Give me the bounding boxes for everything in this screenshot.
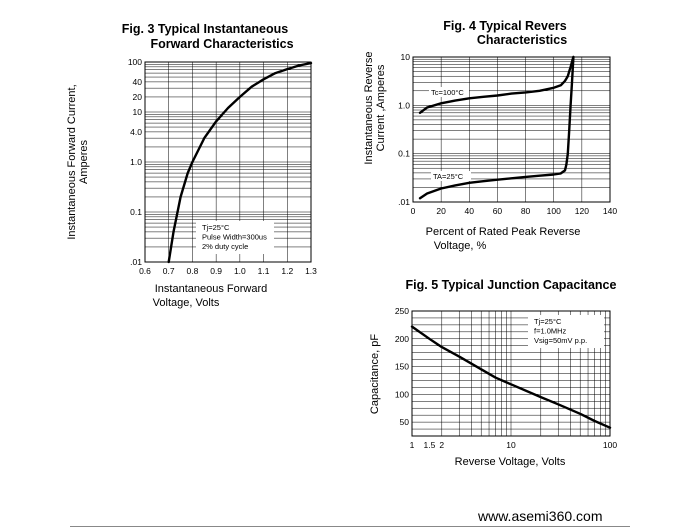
fig4-ytick-label: 10 <box>401 52 411 62</box>
fig4-xtick-label: 120 <box>575 206 589 216</box>
fig3-ylabel-line-2: Amperes <box>78 139 90 184</box>
fig5-ytick-label: 250 <box>395 306 409 316</box>
fig5-annotation-line-1: Tj=25°C <box>534 317 562 326</box>
fig5-ytick-label: 100 <box>395 389 409 399</box>
fig3-xlabel-line-1: Instantaneous Forward <box>155 283 268 295</box>
footer-divider <box>70 526 630 527</box>
fig3-title-line-1: Fig. 3 Typical Instantaneous <box>122 22 289 36</box>
fig4-xtick-label: 80 <box>521 206 531 216</box>
fig3-annotation-line-3: 2% duty cycle <box>202 242 248 251</box>
fig3-ylabel-line-1: Instantaneous Forward Current, <box>66 84 78 239</box>
fig3-series-1-line <box>167 61 313 264</box>
fig4-xtick-label: 20 <box>436 206 446 216</box>
fig3-xtick-label: 0.6 <box>139 266 151 276</box>
fig3-xtick-label: 0.8 <box>187 266 199 276</box>
fig4-xlabel-line-2: Voltage, % <box>434 240 487 252</box>
fig3-xlabel-line-2: Voltage, Volts <box>153 297 220 309</box>
fig5-series-1-line <box>410 325 612 429</box>
fig5-xlabel-line-1: Reverse Voltage, Volts <box>455 456 566 468</box>
fig4-xtick-label: 60 <box>493 206 503 216</box>
fig3-annotation-bg <box>196 221 274 254</box>
fig4-ytick-label: 0.1 <box>398 149 410 159</box>
website-url: www.asemi360.com <box>478 508 603 524</box>
fig4-xlabel-line-1: Percent of Rated Peak Reverse <box>426 226 581 238</box>
fig3-ytick-label: 1.0 <box>130 157 142 167</box>
fig4-ylabel-line-1: Instantaneous Reverse <box>363 51 375 164</box>
fig4-ytick-label: 1.0 <box>398 100 410 110</box>
fig4-series-1-label: Tc=100°C <box>431 88 464 97</box>
fig3-plot-frame <box>144 61 312 263</box>
fig4-series-2-label-bg <box>431 171 471 181</box>
fig4-plot-frame <box>412 56 611 203</box>
fig5-ytick-label: 200 <box>395 334 409 344</box>
fig3-xtick-label: 1.0 <box>234 266 246 276</box>
fig3-ytick-label: 100 <box>128 57 142 67</box>
fig3-xtick-label: 1.1 <box>258 266 270 276</box>
fig5-title-line-1: Fig. 5 Typical Junction Capacitance <box>406 278 617 292</box>
fig3-ytick-label: .01 <box>130 257 142 267</box>
fig3-xtick-label: 1.3 <box>305 266 317 276</box>
fig3-annotation-line-1: Tj=25°C <box>202 223 230 232</box>
fig4-series-1-label-bg <box>429 87 469 97</box>
fig4-series-1-line <box>418 55 575 114</box>
fig5-xtick-label: 1.5 <box>424 440 436 450</box>
fig3-xtick-label: 0.7 <box>163 266 175 276</box>
fig4-series-2-label: TA=25°C <box>433 172 464 181</box>
fig4-title-line-2: Characteristics <box>477 33 567 47</box>
fig5-xtick-label: 1 <box>410 440 415 450</box>
fig5-xtick-label: 2 <box>439 440 444 450</box>
fig5-plot-frame <box>411 310 611 437</box>
fig5-ytick-label: 150 <box>395 362 409 372</box>
fig3-ytick-label: 0.1 <box>130 207 142 217</box>
fig4-ylabel-line-2: Current ,Amperes <box>375 64 387 151</box>
fig3-annotation-line-2: Pulse Width=300us <box>202 233 267 242</box>
fig4-series-2-line <box>418 55 575 200</box>
fig3-ytick-label: 10 <box>133 107 143 117</box>
fig5-xtick-label: 100 <box>603 440 617 450</box>
fig5-annotation-line-2: f=1.0MHz <box>534 327 567 336</box>
fig5-annotation-bg <box>528 315 604 348</box>
fig3-xtick-label: 0.9 <box>210 266 222 276</box>
fig3-xtick-label: 1.2 <box>281 266 293 276</box>
fig4-xtick-label: 100 <box>547 206 561 216</box>
fig3-ytick-label: 20 <box>133 92 143 102</box>
fig4-xtick-label: 0 <box>411 206 416 216</box>
fig5-annotation-line-3: Vsig=50mV p.p. <box>534 336 587 345</box>
fig4-xtick-label: 140 <box>603 206 617 216</box>
fig3-title-line-2: Forward Characteristics <box>150 37 293 51</box>
fig5-xtick-label: 10 <box>506 440 516 450</box>
fig3-ytick-label: 40 <box>133 77 143 87</box>
fig4-xtick-label: 40 <box>465 206 475 216</box>
fig5-ytick-label: 50 <box>400 417 410 427</box>
fig4-title-line-1: Fig. 4 Typical Revers <box>443 19 566 33</box>
fig4-ytick-label: .01 <box>398 197 410 207</box>
fig3-ytick-label: 4.0 <box>130 127 142 137</box>
fig5-ylabel-line-1: Capacitance, pF <box>369 334 381 414</box>
